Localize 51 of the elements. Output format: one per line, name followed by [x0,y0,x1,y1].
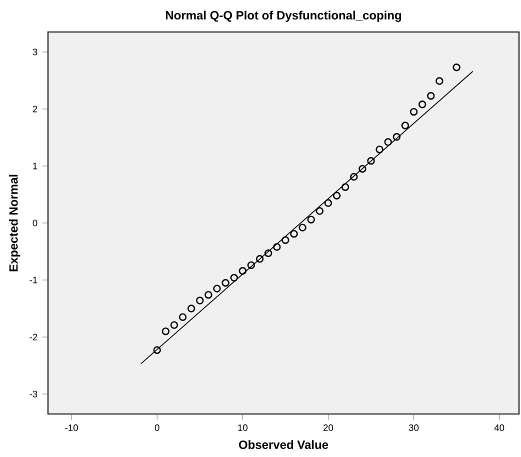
point [436,77,444,85]
chart-title: Normal Q-Q Plot of Dysfunctional_coping [166,10,402,22]
x-tick-label: 10 [238,424,248,431]
point [178,313,187,321]
point [376,146,384,154]
point [222,279,230,287]
point [196,296,204,304]
x-tick-label: 0 [154,424,160,431]
x-tick-label: 20 [323,424,334,431]
point [298,224,306,232]
point [452,63,460,72]
point [341,183,350,191]
y-tick-label: -2 [30,334,38,340]
y-tick-label: -1 [30,276,38,284]
point [247,261,256,270]
point [418,100,426,108]
point [358,164,366,173]
point [410,108,418,116]
point [213,284,221,292]
y-tick-label: 1 [33,162,38,170]
x-tick-label: -10 [65,424,78,431]
point [401,122,410,130]
point [290,230,298,238]
point [204,290,212,299]
y-tick-label: -3 [30,390,38,398]
point [392,133,401,141]
point [316,207,324,215]
point [282,236,290,244]
y-tick-label: 0 [32,220,38,226]
x-axis-title: Observed Value [238,440,328,449]
point [332,192,341,200]
point [384,138,392,146]
x-tick-label: 40 [494,424,504,431]
point [238,267,247,275]
point [324,199,332,207]
point [187,304,196,312]
point [264,249,272,258]
point [350,172,358,181]
point [230,274,238,282]
point [170,321,178,329]
point [256,255,264,263]
point [307,216,315,224]
y-tick-label: 3 [32,48,38,56]
point [153,346,161,354]
point [273,243,281,251]
point [427,92,435,100]
point [367,156,375,165]
y-tick-label: 2 [32,106,38,112]
y-axis-title: Expected Normal [8,174,20,272]
x-tick-label: 30 [408,424,419,431]
point [162,327,170,336]
